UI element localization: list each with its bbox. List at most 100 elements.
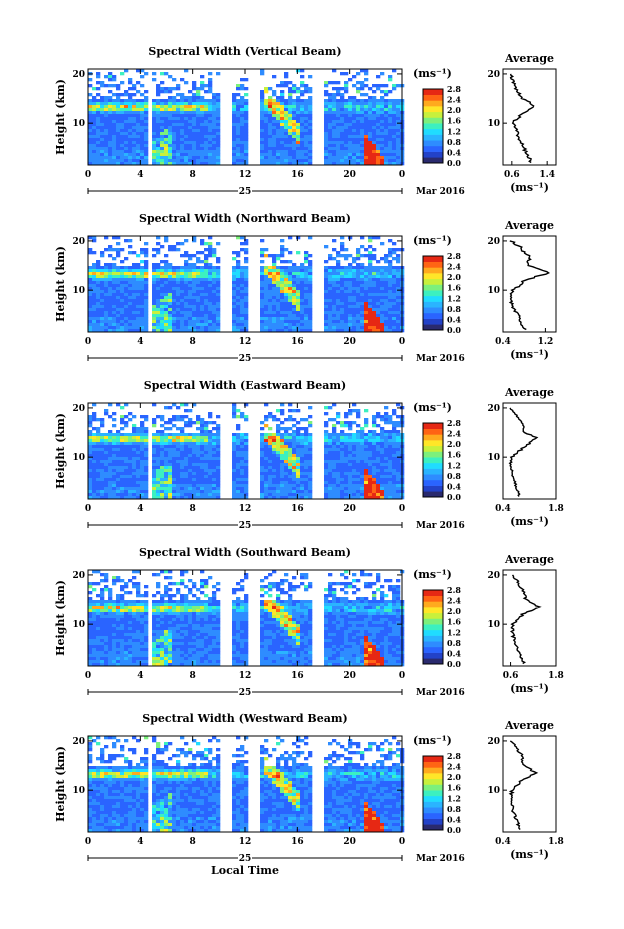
heatmap-cell <box>104 269 109 273</box>
heatmap-cell <box>144 317 149 321</box>
heatmap-cell <box>336 123 341 127</box>
heatmap-cell <box>356 248 361 252</box>
heatmap-cell <box>192 275 197 279</box>
heatmap-cell <box>88 156 93 160</box>
heatmap-cell <box>276 290 281 294</box>
heatmap-cell <box>388 308 393 312</box>
heatmap-cell <box>100 108 105 112</box>
heatmap-cell <box>124 126 129 130</box>
heatmap-cell <box>340 162 345 166</box>
heatmap-cell <box>332 99 337 103</box>
heatmap-cell <box>388 144 393 148</box>
heatmap-cell <box>244 317 249 321</box>
heatmap-cell <box>268 123 273 127</box>
heatmap-cell <box>292 323 297 327</box>
heatmap-cell <box>232 406 237 410</box>
heatmap-cell <box>368 308 373 312</box>
heatmap-cell <box>284 269 289 273</box>
heatmap-cell <box>356 284 361 288</box>
heatmap-cell <box>108 245 113 249</box>
heatmap-cell <box>112 159 117 163</box>
heatmap-cell <box>208 245 213 249</box>
heatmap-cell <box>120 308 125 312</box>
heatmap-cell <box>204 144 209 148</box>
heatmap-cell <box>112 287 117 291</box>
heatmap-cell <box>300 278 305 282</box>
heatmap-cell <box>152 293 157 297</box>
heatmap-cell <box>388 105 393 109</box>
heatmap-cell <box>264 153 269 157</box>
heatmap-cell <box>156 326 161 330</box>
heatmap-cell <box>244 126 249 130</box>
heatmap-cell <box>260 162 265 166</box>
heatmap-cell <box>204 448 209 452</box>
heatmap-cell <box>208 102 213 106</box>
heatmap-cell <box>332 475 337 479</box>
heatmap-cell <box>352 129 357 133</box>
heatmap-cell <box>176 469 181 473</box>
heatmap-cell <box>112 469 117 473</box>
heatmap-cell <box>144 496 149 500</box>
heatmap-cell <box>176 296 181 300</box>
heatmap-cell <box>240 466 245 470</box>
heatmap-cell <box>140 469 145 473</box>
heatmap-cell <box>124 302 129 306</box>
heatmap-cell <box>180 427 185 431</box>
panel-title: Spectral Width (Eastward Beam) <box>144 379 346 392</box>
heatmap-cell <box>276 287 281 291</box>
heatmap-cell <box>328 308 333 312</box>
heatmap-cell <box>172 266 177 270</box>
heatmap-cell <box>324 84 329 88</box>
heatmap-cell <box>372 138 377 142</box>
heatmap-cell <box>368 284 373 288</box>
colorbar-swatch <box>423 140 443 147</box>
heatmap-cell <box>344 81 349 85</box>
heatmap-cell <box>296 153 301 157</box>
heatmap-cell <box>136 275 141 279</box>
heatmap-cell <box>264 317 269 321</box>
heatmap-cell <box>152 323 157 327</box>
heatmap-cell <box>268 266 273 270</box>
heatmap-cell <box>188 424 193 428</box>
heatmap-cell <box>128 156 133 160</box>
heatmap-cell <box>180 317 185 321</box>
heatmap-cell <box>192 454 197 458</box>
heatmap-cell <box>216 135 221 139</box>
heatmap-cell <box>184 299 189 303</box>
heatmap-cell <box>236 296 241 300</box>
heatmap-cell <box>268 493 273 497</box>
heatmap-cell <box>232 159 237 163</box>
average-x-tick-label: 0.6 <box>504 170 520 180</box>
heatmap-cell <box>356 329 361 333</box>
heatmap-cell <box>276 117 281 121</box>
heatmap-cell <box>364 129 369 133</box>
heatmap-cell <box>388 111 393 115</box>
heatmap-cell <box>96 266 101 270</box>
heatmap-cell <box>112 317 117 321</box>
heatmap-cell <box>156 275 161 279</box>
heatmap-cell <box>264 323 269 327</box>
heatmap-cell <box>108 90 113 94</box>
heatmap-cell <box>384 311 389 315</box>
heatmap-cell <box>388 260 393 264</box>
heatmap-cell <box>192 236 197 240</box>
heatmap-cell <box>392 314 397 318</box>
heatmap-cell <box>232 442 237 446</box>
heatmap-cell <box>208 299 213 303</box>
heatmap-cell <box>268 272 273 276</box>
panel-2: Spectral Width (Northward Beam)2010Heigh… <box>54 212 557 364</box>
heatmap-cell <box>204 263 209 267</box>
heatmap-cell <box>244 460 249 464</box>
heatmap-cell <box>132 278 137 282</box>
heatmap-cell <box>328 454 333 458</box>
heatmap-cell <box>192 150 197 154</box>
heatmap-cell <box>180 96 185 100</box>
heatmap-cell <box>92 120 97 124</box>
heatmap-cell <box>168 138 173 142</box>
colorbar-swatch <box>423 145 443 152</box>
heatmap-cell <box>108 108 113 112</box>
heatmap-cell <box>200 445 205 449</box>
heatmap-cell <box>144 305 149 309</box>
colorbar-swatch <box>423 267 443 274</box>
heatmap-cell <box>260 129 265 133</box>
